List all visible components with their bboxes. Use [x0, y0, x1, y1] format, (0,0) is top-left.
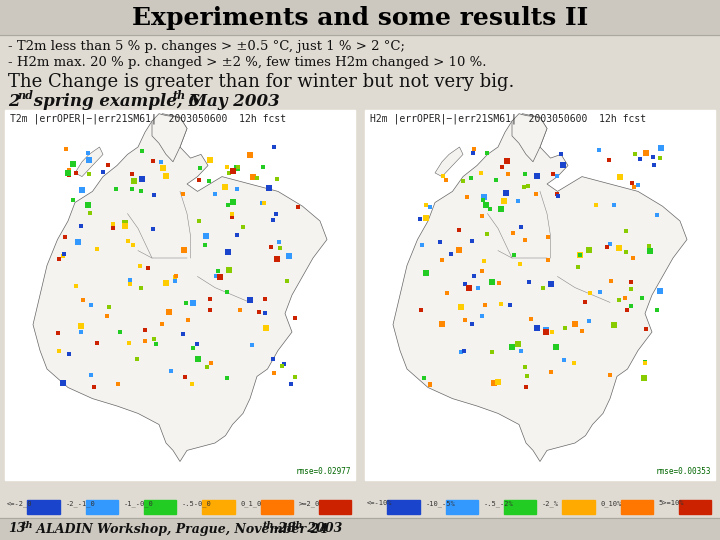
Bar — [27, 500, 60, 514]
Bar — [0, 0, 720, 35]
Text: th: th — [172, 90, 185, 101]
Text: -.5_-2%: -.5_-2% — [484, 500, 513, 507]
Bar — [365, 110, 715, 480]
Text: - H2m max. 20 % p. changed > ±2 %, few times H2m changed > 10 %.: - H2m max. 20 % p. changed > ±2 %, few t… — [8, 56, 487, 69]
Text: <=-10%: <=-10% — [367, 500, 392, 506]
Text: H2m |errOPER|−|err21SM61|  2003050600  12h fcst: H2m |errOPER|−|err21SM61| 2003050600 12h… — [370, 113, 646, 124]
Text: The Change is greater than for winter but not very big.: The Change is greater than for winter bu… — [8, 73, 514, 91]
Text: 0_1_0: 0_1_0 — [240, 500, 261, 507]
Text: rmse=0.00353: rmse=0.00353 — [655, 467, 711, 476]
Polygon shape — [435, 147, 463, 177]
Text: >=2_0: >=2_0 — [299, 500, 320, 507]
Bar — [144, 500, 176, 514]
Text: Experiments and some results II: Experiments and some results II — [132, 6, 588, 30]
Bar — [562, 500, 595, 514]
Bar — [504, 500, 536, 514]
Bar — [679, 500, 711, 514]
Text: 2003: 2003 — [303, 523, 343, 536]
Text: th: th — [292, 522, 304, 530]
Text: ALADIN Workshop, Prague, November 24: ALADIN Workshop, Prague, November 24 — [32, 523, 328, 536]
Text: rmse=0.02977: rmse=0.02977 — [295, 467, 351, 476]
Bar — [446, 500, 478, 514]
Polygon shape — [75, 147, 103, 177]
Text: T2m |errOPER|−|err21SM61|  2003050600  12h fcst: T2m |errOPER|−|err21SM61| 2003050600 12h… — [10, 113, 286, 124]
Text: spring example, 6: spring example, 6 — [28, 93, 200, 110]
Text: May 2003: May 2003 — [183, 93, 280, 110]
Bar — [387, 500, 420, 514]
Text: - T2m less than 5 % p. changes > ±0.5 °C, just 1 % > 2 °C;: - T2m less than 5 % p. changes > ±0.5 °C… — [8, 40, 405, 53]
Bar — [5, 110, 355, 480]
Bar — [202, 500, 235, 514]
Polygon shape — [33, 114, 327, 462]
Text: <=-2_0: <=-2_0 — [7, 500, 32, 507]
Bar — [621, 500, 653, 514]
Text: -2_%: -2_% — [542, 500, 559, 507]
Text: 0_10%: 0_10% — [600, 500, 621, 507]
Text: -1_-0_0: -1_-0_0 — [124, 500, 153, 507]
Text: 13: 13 — [8, 523, 25, 536]
Polygon shape — [152, 114, 187, 162]
Text: th: th — [263, 522, 274, 530]
Text: 2: 2 — [8, 93, 19, 110]
Text: -10_-5%: -10_-5% — [426, 500, 455, 507]
Text: -.5-0_0: -.5-0_0 — [182, 500, 212, 507]
Text: nd: nd — [17, 90, 33, 101]
Text: -2_-1_0: -2_-1_0 — [66, 500, 95, 507]
Bar — [319, 500, 351, 514]
Bar — [0, 518, 720, 540]
Polygon shape — [393, 114, 687, 462]
Text: th: th — [22, 522, 34, 530]
Polygon shape — [512, 114, 547, 162]
Text: 5>=10%: 5>=10% — [659, 500, 684, 506]
Bar — [261, 500, 293, 514]
Text: -28: -28 — [273, 523, 296, 536]
Bar — [86, 500, 118, 514]
